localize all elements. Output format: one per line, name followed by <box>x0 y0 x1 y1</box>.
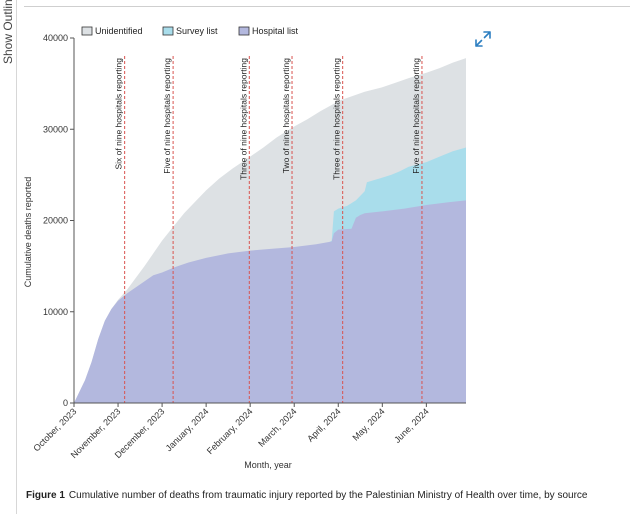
cumulative-deaths-chart: Six of nine hospitals reporting Five of n… <box>23 26 466 470</box>
reference-line-label-6: Five of nine hospitals reporting <box>411 58 421 174</box>
legend-label-3: Hospital list <box>252 26 299 36</box>
y-tick-label-10000: 10000 <box>43 307 68 317</box>
expand-icon[interactable] <box>474 30 492 48</box>
x-axis-label: Month, year <box>244 460 292 470</box>
x-tick-label-4: February, 2024 <box>205 406 255 456</box>
x-tick-label-0: October, 2023 <box>31 406 78 453</box>
figure-caption-text: Cumulative number of deaths from traumat… <box>68 490 588 501</box>
area-hospital-list <box>74 200 466 403</box>
figure-caption: Figure 1 Cumulative number of deaths from… <box>26 490 587 501</box>
x-tick-label-5: March, 2024 <box>256 406 298 448</box>
figure-label: Figure 1 <box>26 490 65 501</box>
y-axis-label: Cumulative deaths reported <box>23 177 33 288</box>
y-tick-label-40000: 40000 <box>43 33 68 43</box>
chart-areas <box>74 58 466 403</box>
reference-line-label-1: Six of nine hospitals reporting <box>114 58 124 170</box>
legend-swatch-3 <box>238 26 250 36</box>
x-tick-label-7: May, 2024 <box>350 406 386 442</box>
legend-swatch-2 <box>162 26 174 36</box>
reference-line-label-5: Three of nine hospitals reporting <box>332 58 342 180</box>
chart-legend: Unidentified Survey list Hospital list <box>81 26 299 36</box>
legend-label-1: Unidentified <box>95 26 143 36</box>
reference-lines: Six of nine hospitals reporting Five of n… <box>114 56 423 403</box>
y-tick-label-0: 0 <box>63 398 68 408</box>
x-tick-label-8: June, 2024 <box>392 406 431 445</box>
reference-line-label-3: Three of nine hospitals reporting <box>238 58 248 180</box>
show-outline-label[interactable]: Show Outline <box>1 0 15 64</box>
reference-line-label-2: Five of nine hospitals reporting <box>162 58 172 174</box>
y-tick-label-20000: 20000 <box>43 216 68 226</box>
x-tick-label-6: April, 2024 <box>305 406 342 443</box>
x-tick-label-3: January, 2024 <box>164 406 211 453</box>
outline-sidebar[interactable]: Show Outline <box>0 0 17 514</box>
y-tick-label-30000: 30000 <box>43 124 68 134</box>
legend-swatch-1 <box>81 26 93 36</box>
legend-label-2: Survey list <box>176 26 218 36</box>
reference-line-label-4: Two of nine hospitals reporting <box>281 58 291 174</box>
top-divider <box>24 6 630 7</box>
